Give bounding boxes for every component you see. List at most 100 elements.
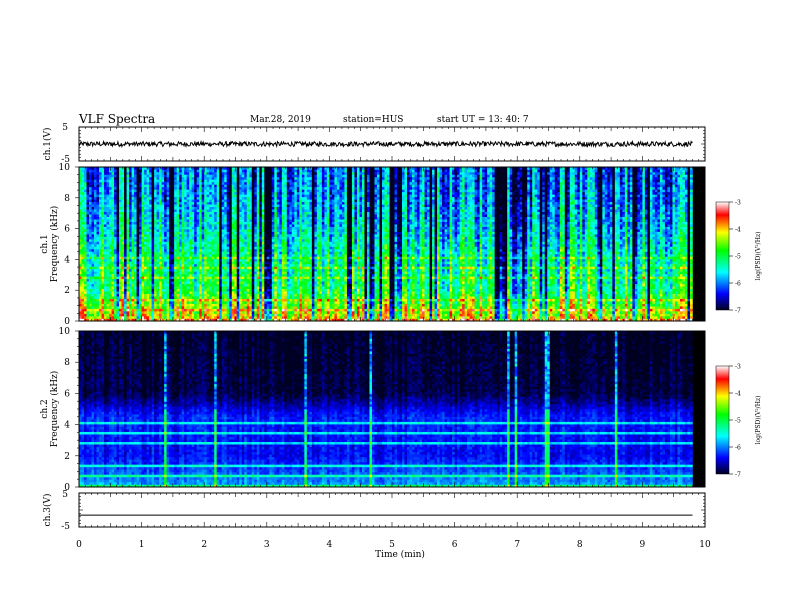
spectrogram-cell (199, 286, 202, 289)
spectrogram-cell (92, 199, 95, 202)
spectrogram-cell (187, 296, 190, 299)
spectrogram-cell (217, 212, 220, 215)
spectrogram-cell (169, 246, 172, 249)
spectrogram-cell (197, 229, 200, 232)
spectrogram-cell (199, 202, 202, 205)
spectrogram-cell (184, 212, 187, 215)
spectrogram-cell (139, 259, 142, 262)
spectrogram-cell (209, 184, 212, 187)
spectrogram-cell (94, 232, 97, 235)
spectrogram-cell (147, 276, 150, 279)
spectrogram-cell (132, 202, 135, 205)
spectrogram-cell (199, 209, 202, 212)
spectrogram-cell (94, 244, 97, 247)
spectrogram-cell (172, 219, 175, 222)
spectrogram-cell (177, 192, 180, 195)
spectrogram-cell (172, 237, 175, 240)
spectrogram-cell (84, 197, 87, 200)
spectrogram-cell (212, 299, 215, 302)
spectrogram-cell (94, 256, 97, 259)
spectrogram-cell (154, 232, 157, 235)
spectrogram-cell (87, 304, 90, 307)
spectrogram-cell (154, 249, 157, 252)
spectrogram-cell (209, 261, 212, 264)
spectrogram-cell (134, 299, 137, 302)
spectrogram-cell (179, 182, 182, 185)
spectrogram-cell (174, 316, 177, 319)
spectrogram-cell (94, 184, 97, 187)
spectrogram-cell (152, 296, 155, 299)
spectrogram-cell (174, 301, 177, 304)
spectrogram-cell (202, 284, 205, 287)
spectrogram-cell (174, 202, 177, 205)
spectrogram-cell (124, 179, 127, 182)
spectrogram-cell (87, 274, 90, 277)
spectrogram-cell (127, 244, 130, 247)
spectrogram-cell (187, 207, 190, 210)
spectrogram-cell (204, 199, 207, 202)
spectrogram-cell (104, 276, 107, 279)
spectrogram-cell (84, 217, 87, 220)
spectrogram-cell (144, 214, 147, 217)
spectrogram-cell (209, 202, 212, 205)
spectrogram-cell (162, 204, 165, 207)
spectrogram-cell (117, 212, 120, 215)
spectrogram-cell (189, 296, 192, 299)
spectrogram-cell (94, 301, 97, 304)
spectrogram-cell (84, 242, 87, 245)
spectrogram-cell (159, 242, 162, 245)
spectrogram-cell (147, 199, 150, 202)
spectrogram-cell (147, 179, 150, 182)
spectrogram-cell (202, 232, 205, 235)
spectrogram-cell (129, 202, 132, 205)
spectrogram-cell (209, 296, 212, 299)
spectrogram-cell (207, 202, 210, 205)
spectrogram-cell (204, 172, 207, 175)
spectrogram-cell (199, 177, 202, 180)
spectrogram-cell (187, 194, 190, 197)
spectrogram-cell (132, 207, 135, 210)
spectrogram-cell (212, 232, 215, 235)
spectrogram-cell (169, 294, 172, 297)
spectrogram-cell (109, 291, 112, 294)
spectrogram-cell (129, 192, 132, 195)
spectrogram-cell (149, 189, 152, 192)
spectrogram-cell (157, 234, 160, 237)
spectrogram-cell (197, 224, 200, 227)
spectrogram-cell (202, 172, 205, 175)
spectrogram-cell (142, 212, 145, 215)
spectrogram-cell (122, 199, 125, 202)
spectrogram-cell (174, 234, 177, 237)
spectrogram-cell (209, 309, 212, 312)
spectrogram-cell (174, 229, 177, 232)
spectrogram-cell (182, 212, 185, 215)
spectrogram-cell (112, 224, 115, 227)
spectrogram-cell (107, 316, 110, 319)
spectrogram-cell (104, 169, 107, 172)
spectrogram-cell (122, 187, 125, 190)
spectrogram-cell (192, 289, 195, 292)
spectrogram-cell (112, 202, 115, 205)
spectrogram-cell (167, 182, 170, 185)
spectrogram-cell (129, 264, 132, 267)
spectrogram-cell (217, 294, 220, 297)
spectrogram-cell (179, 184, 182, 187)
spectrogram-cell (204, 259, 207, 262)
spectrogram-cell (112, 251, 115, 254)
spectrogram-cell (149, 249, 152, 252)
spectrogram-cell (214, 222, 217, 225)
spectrogram-cell (192, 264, 195, 267)
spectrogram-cell (104, 289, 107, 292)
spectrogram-cell (119, 217, 122, 220)
spectrogram-cell (99, 234, 102, 237)
spectrogram-cell (212, 184, 215, 187)
spectrogram-cell (92, 316, 95, 319)
spectrogram-cell (104, 259, 107, 262)
spectrogram-cell (162, 244, 165, 247)
spectrogram-cell (207, 204, 210, 207)
spectrogram-cell (147, 169, 150, 172)
spectrogram-cell (179, 217, 182, 220)
spectrogram-cell (202, 314, 205, 317)
spectrogram-cell (94, 219, 97, 222)
spectrogram-cell (127, 286, 130, 289)
